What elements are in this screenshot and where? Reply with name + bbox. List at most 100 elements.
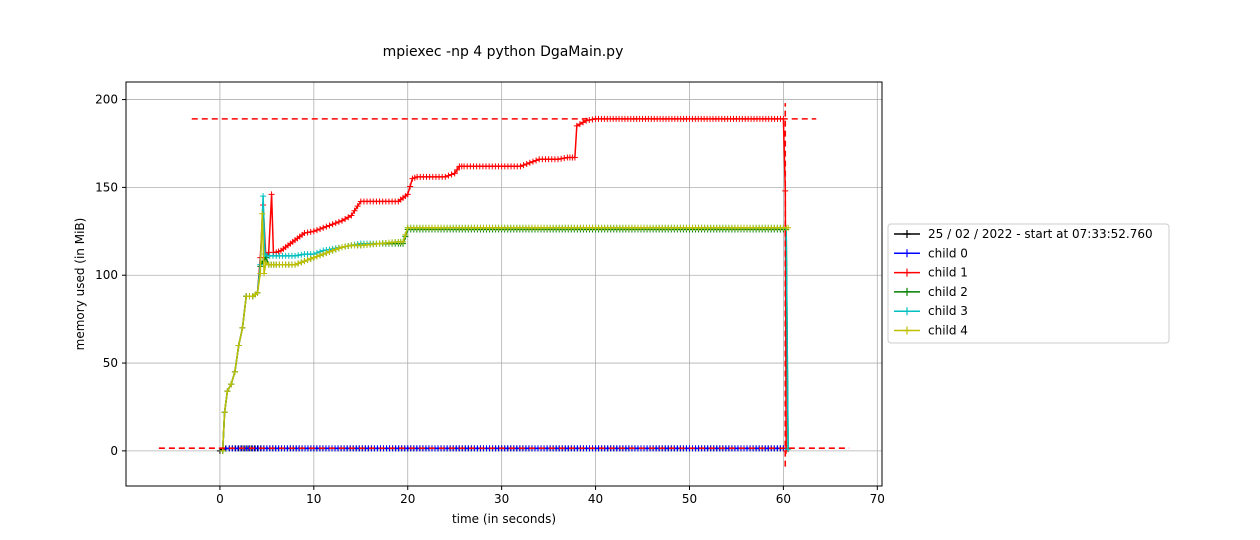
legend-item: child 2 <box>894 285 968 299</box>
data-point <box>259 210 266 217</box>
data-point <box>407 183 414 190</box>
data-point <box>329 247 336 254</box>
data-point <box>295 252 302 259</box>
x-axis-label: time (in seconds) <box>452 512 556 526</box>
data-point <box>345 242 352 249</box>
data-point <box>561 155 568 162</box>
data-point <box>317 252 324 259</box>
series-group <box>216 115 792 454</box>
series-markers <box>219 210 792 454</box>
series-markers <box>219 115 790 454</box>
series-0 <box>216 445 790 454</box>
legend-item: child 3 <box>894 304 968 318</box>
data-point <box>573 122 580 129</box>
data-point <box>555 156 561 163</box>
data-point <box>235 342 242 349</box>
plot-frame <box>125 81 883 487</box>
data-point <box>351 207 358 214</box>
data-point <box>785 446 792 453</box>
data-point <box>571 154 578 161</box>
data-point <box>400 238 407 245</box>
x-tick-label: 50 <box>682 492 697 506</box>
data-point <box>268 191 275 198</box>
data-point <box>523 160 530 167</box>
data-point <box>785 224 792 231</box>
reference-lines <box>158 103 850 467</box>
data-point <box>292 261 299 268</box>
data-point <box>326 248 333 255</box>
y-tick-label: 100 <box>95 268 118 282</box>
y-tick-label: 0 <box>110 444 118 458</box>
data-point <box>295 260 302 267</box>
data-point <box>313 227 320 234</box>
series-2 <box>219 115 790 454</box>
data-point <box>576 121 583 128</box>
data-point <box>326 222 333 229</box>
data-point <box>442 173 449 180</box>
data-point <box>320 251 327 258</box>
data-point <box>345 214 352 221</box>
data-point <box>310 228 317 235</box>
legend-marker <box>903 230 911 238</box>
x-tick-label: 40 <box>588 492 603 506</box>
data-point <box>304 229 311 236</box>
legend-label: 25 / 02 / 2022 - start at 07:33:52.760 <box>928 227 1153 241</box>
data-point <box>298 251 305 258</box>
data-point <box>335 245 342 252</box>
data-point <box>533 157 540 164</box>
data-point <box>292 252 299 259</box>
data-point <box>529 158 536 165</box>
data-point <box>404 191 411 198</box>
data-point <box>332 220 339 227</box>
legend-label: child 3 <box>928 304 968 318</box>
data-point <box>348 212 355 219</box>
data-point <box>526 159 533 166</box>
data-point <box>339 217 345 224</box>
data-point <box>558 155 565 162</box>
x-tick-label: 0 <box>216 492 224 506</box>
data-point <box>224 388 231 395</box>
legend-label: child 4 <box>928 324 968 338</box>
data-point <box>307 255 314 262</box>
legend: 25 / 02 / 2022 - start at 07:33:52.760 ch… <box>887 223 1170 344</box>
legend-item: 25 / 02 / 2022 - start at 07:33:52.760 <box>894 227 1153 241</box>
y-axis-ticks: 0 50 100 150 200 <box>95 93 126 458</box>
legend-label: child 1 <box>928 266 968 280</box>
x-tick-label: 20 <box>400 492 415 506</box>
series-5 <box>219 210 792 454</box>
data-point <box>313 253 320 260</box>
data-point <box>335 218 342 225</box>
y-tick-label: 200 <box>95 93 118 107</box>
data-point <box>298 259 305 266</box>
x-tick-label: 70 <box>870 492 885 506</box>
legend-frame <box>887 223 1170 344</box>
data-point <box>301 230 308 237</box>
y-tick-label: 50 <box>103 356 118 370</box>
legend-marker <box>903 326 911 335</box>
data-point <box>310 254 317 261</box>
series-markers <box>216 445 790 454</box>
data-point <box>239 324 246 331</box>
data-point <box>520 162 527 169</box>
data-point <box>332 246 339 253</box>
x-tick-label: 60 <box>776 492 791 506</box>
data-point <box>451 170 458 177</box>
data-point <box>586 117 593 124</box>
data-point <box>448 171 455 178</box>
data-point <box>342 216 349 223</box>
data-point <box>301 258 308 265</box>
data-point <box>323 249 330 256</box>
data-point <box>445 172 452 179</box>
data-point <box>339 244 345 251</box>
y-tick-label: 150 <box>95 180 118 194</box>
data-point <box>317 225 324 232</box>
data-point <box>304 256 311 263</box>
data-point <box>261 270 268 277</box>
data-point <box>260 193 267 200</box>
legend-marker <box>903 287 911 296</box>
data-point <box>323 223 330 230</box>
data-point <box>320 224 327 231</box>
data-point <box>402 231 409 238</box>
data-point <box>454 166 461 173</box>
